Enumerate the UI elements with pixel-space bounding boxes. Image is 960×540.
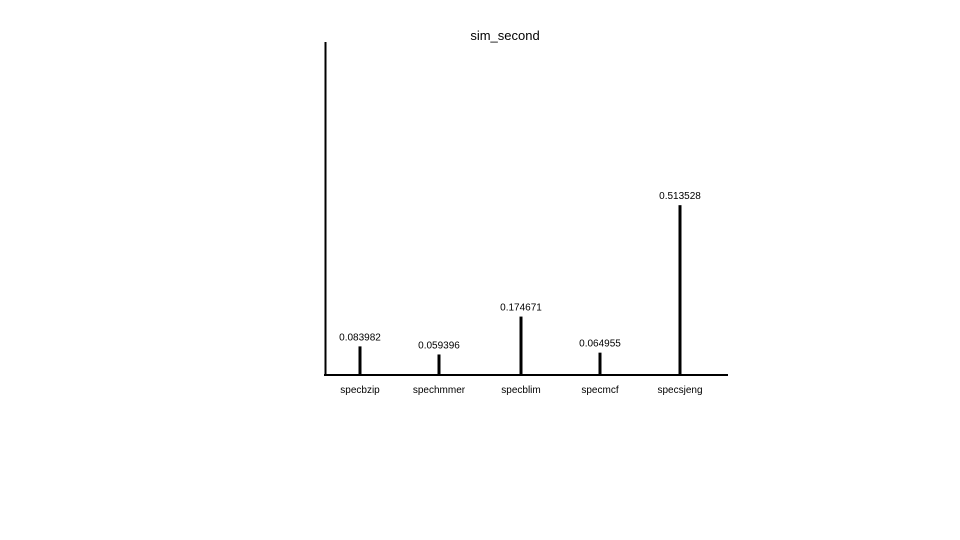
bar-series: 0.083982 specbzip 0.059396 spechmmer 0.17467… [339, 191, 702, 396]
x-tick-label-spechmmer: spechmmer [413, 385, 466, 396]
data-label-specsjeng: 0.513528 [659, 191, 701, 202]
bar-spechmmer [437, 354, 441, 374]
x-tick-label-specmcf: specmcf [581, 385, 618, 396]
bar-specbzip [358, 346, 362, 374]
bar-specblim [519, 316, 523, 374]
bar-specsjeng [678, 205, 682, 374]
x-tick-label-specblim: specblim [501, 385, 540, 396]
data-label-specbzip: 0.083982 [339, 332, 381, 343]
data-label-specblim: 0.174671 [500, 303, 542, 314]
data-label-spechmmer: 0.059396 [418, 340, 460, 351]
bar-specmcf [598, 352, 602, 374]
x-tick-label-specsjeng: specsjeng [657, 385, 702, 396]
x-tick-label-specbzip: specbzip [340, 385, 380, 396]
chart-title: sim_second [470, 28, 539, 43]
data-label-specmcf: 0.064955 [579, 339, 621, 350]
